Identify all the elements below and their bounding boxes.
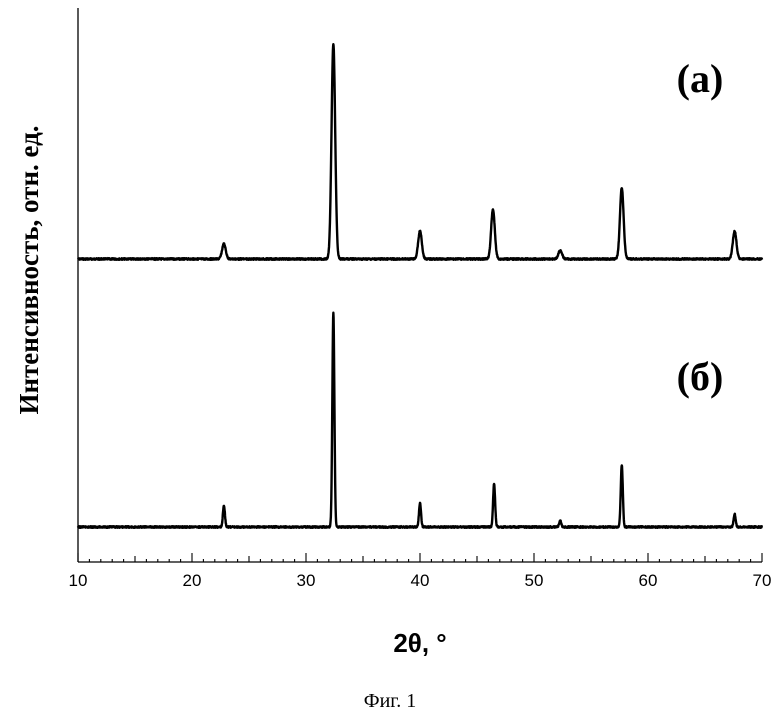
x-axis-label: 2θ, ° — [393, 628, 446, 658]
x-tick-label: 20 — [183, 571, 202, 590]
x-tick-label: 10 — [69, 571, 88, 590]
y-axis-label: Интенсивность, отн. ед. — [14, 125, 44, 414]
x-ticks — [78, 553, 762, 562]
figure-caption: Фиг. 1 — [0, 690, 780, 713]
x-tick-labels: 10 20 30 40 50 60 70 — [69, 571, 772, 590]
series-line-b — [78, 313, 762, 528]
x-tick-label: 40 — [411, 571, 430, 590]
x-tick-label: 60 — [639, 571, 658, 590]
series-label-a: (a) — [677, 56, 724, 101]
series-line-a — [78, 44, 762, 260]
series-labels: (a) (б) — [677, 56, 724, 399]
x-tick-label: 70 — [753, 571, 772, 590]
series-label-b: (б) — [677, 354, 724, 399]
x-tick-label: 50 — [525, 571, 544, 590]
series-lines — [78, 44, 762, 528]
x-tick-label: 30 — [297, 571, 316, 590]
